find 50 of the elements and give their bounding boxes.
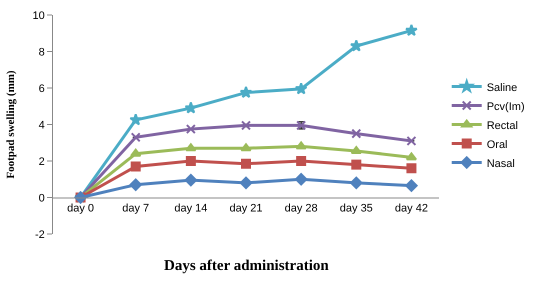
point	[184, 101, 198, 114]
legend-label: Nasal	[486, 158, 515, 170]
y-axis-title: Footpad swelling (mm)	[5, 70, 18, 179]
x-axis-title: Days after administration	[164, 258, 330, 274]
point	[406, 163, 416, 174]
point	[241, 158, 251, 169]
point	[129, 113, 142, 126]
point	[130, 148, 142, 157]
point	[405, 24, 418, 36]
point	[241, 120, 251, 130]
point	[405, 179, 418, 192]
y-tick-label: 4	[38, 119, 45, 132]
legend-label: Saline	[486, 82, 518, 94]
point	[185, 143, 196, 152]
y-tick-label: 0	[38, 192, 45, 204]
legend-label: Pcv(Im)	[486, 100, 525, 113]
legend-label: Oral	[486, 138, 508, 151]
point	[296, 156, 306, 166]
x-tick-label: day 35	[340, 202, 373, 215]
x-tick-label: day 7	[122, 202, 150, 215]
point	[350, 176, 362, 190]
y-tick-label: -2	[35, 228, 45, 241]
point	[294, 173, 308, 186]
point	[351, 128, 362, 139]
x-tick-label: day 21	[229, 202, 263, 215]
point	[350, 39, 363, 52]
point	[351, 160, 362, 170]
point	[406, 136, 416, 146]
point	[406, 152, 418, 160]
point	[240, 86, 252, 98]
y-tick-label: 6	[38, 82, 45, 95]
legend-label: Rectal	[486, 120, 518, 132]
y-tick-label: 10	[32, 10, 45, 22]
point	[130, 132, 141, 142]
point	[130, 161, 141, 172]
x-tick-label: day 0	[67, 202, 94, 215]
y-tick-label: 8	[38, 46, 45, 58]
point	[186, 156, 196, 166]
point	[184, 174, 198, 186]
point	[240, 176, 252, 190]
point	[350, 146, 362, 154]
point	[294, 82, 308, 94]
x-tick-label: day 42	[394, 202, 428, 215]
point	[186, 124, 196, 134]
x-tick-label: day 28	[284, 202, 318, 215]
point	[296, 141, 307, 150]
y-tick-label: 2	[38, 156, 45, 168]
point	[240, 143, 252, 152]
x-tick-label: day 14	[174, 202, 208, 215]
point	[130, 178, 142, 191]
